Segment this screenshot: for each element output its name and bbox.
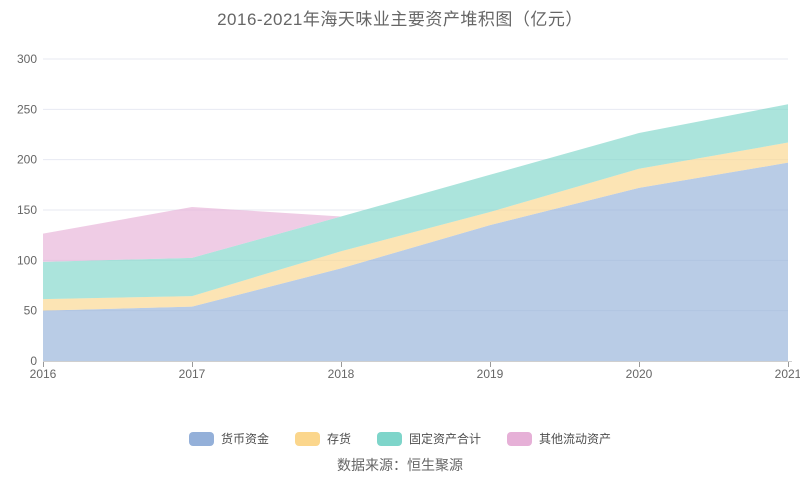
legend-label-inventory: 存货 [326,432,351,446]
area-series-2[interactable] [43,104,788,300]
data-source: 数据来源：恒生聚源 [337,457,463,473]
legend-label-monetary-funds: 货币资金 [220,432,269,446]
chart-title: 2016-2021年海天味业主要资产堆积图（亿元） [217,10,583,29]
legend-swatch-fixed-assets [377,431,402,446]
area-series-1[interactable] [43,142,788,311]
x-axis-label-2018: 2018 [328,367,355,381]
legend-item-inventory[interactable]: 存货 [294,430,351,447]
x-axis-label-2019: 2019 [477,367,504,381]
area-series-3[interactable] [43,104,788,262]
legend-swatch-other-current-assets [507,431,533,446]
legend-item-fixed-assets[interactable]: 固定资产合计 [377,430,481,447]
legend: 货币资金 存货 固定资产合计 其他流动资产 [0,430,800,447]
area-series-0[interactable] [43,162,788,361]
x-axis-label-2020: 2020 [626,367,653,381]
y-axis-label-200: 200 [17,153,37,167]
y-axis-label-50: 50 [24,304,38,318]
y-axis-label-100: 100 [17,253,37,267]
stacked-area-chart: 2016 2017 2018 2019 2020 2021 0 50 100 150 200 250 3… [17,52,800,381]
legend-swatch-monetary-funds [188,431,214,446]
legend-item-monetary-funds[interactable]: 货币资金 [188,430,269,447]
legend-item-other-current-assets[interactable]: 其他流动资产 [507,430,611,447]
y-axis-label-250: 250 [17,102,37,116]
y-axis-label-150: 150 [17,203,37,217]
legend-swatch-inventory [294,431,320,446]
y-axis-label-0: 0 [30,354,37,368]
y-axis-label-300: 300 [17,52,37,66]
x-axis-label-2016: 2016 [30,367,57,381]
legend-label-fixed-assets: 固定资产合计 [409,432,482,446]
x-axis-label-2017: 2017 [179,367,206,381]
legend-label-other-current-assets: 其他流动资产 [539,432,612,446]
x-axis-label-2021: 2021 [775,367,800,381]
